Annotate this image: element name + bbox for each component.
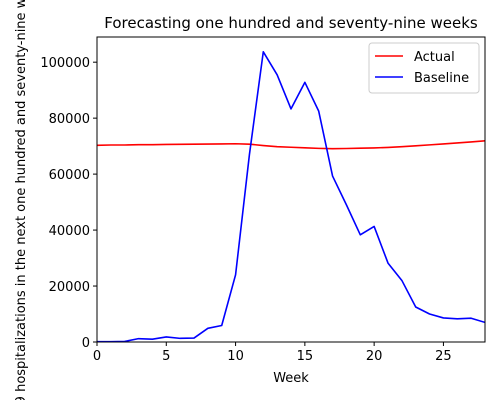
x-axis-ticks: 0 5 10 15 20 25 [93, 342, 452, 364]
y-tick-label: 100000 [40, 56, 90, 71]
x-tick-label: 10 [227, 349, 244, 364]
y-axis-ticks: 0 20000 40000 60000 80000 100000 [40, 56, 97, 351]
y-tick-label: 60000 [49, 168, 90, 183]
y-tick-label: 0 [82, 336, 90, 351]
x-tick-label: 15 [297, 349, 314, 364]
x-tick-label: 25 [435, 349, 452, 364]
legend-label-baseline: Baseline [414, 71, 469, 86]
y-tick-label: 80000 [49, 112, 90, 127]
x-axis-label: Week [273, 371, 309, 386]
y-axis-label: 19 hospitalizations in the next one hund… [14, 0, 29, 400]
chart-title: Forecasting one hundred and seventy-nine… [104, 14, 478, 32]
legend-label-actual: Actual [414, 50, 455, 65]
x-tick-label: 0 [93, 349, 101, 364]
y-tick-label: 20000 [49, 280, 90, 295]
series-line-actual [97, 140, 485, 150]
series-line-baseline [97, 51, 485, 342]
legend: Actual Baseline [368, 42, 480, 94]
plot-frame [96, 36, 486, 343]
x-tick-label: 5 [162, 349, 170, 364]
plot-area [97, 51, 485, 342]
x-tick-label: 20 [366, 349, 383, 364]
y-tick-label: 40000 [49, 224, 90, 239]
